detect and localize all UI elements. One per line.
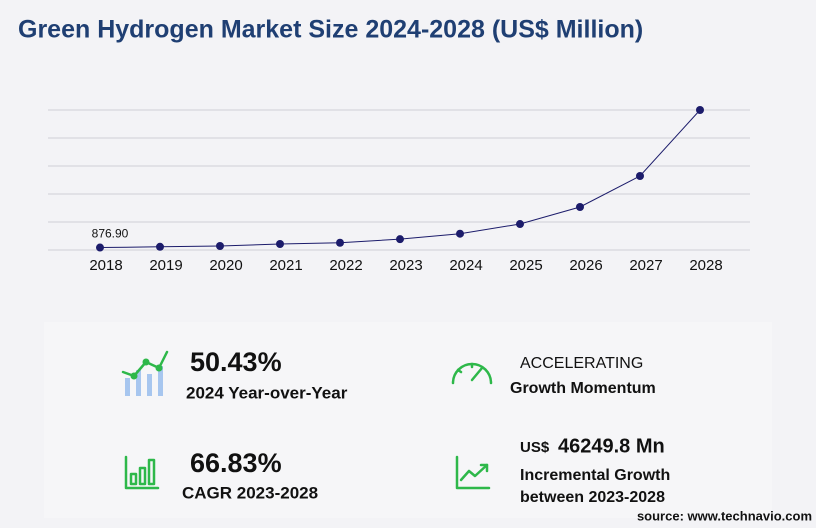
point bbox=[156, 242, 164, 251]
x-tick-label: 2018 bbox=[89, 257, 122, 274]
data-label: 876.90 bbox=[92, 227, 129, 241]
x-tick-label: 2021 bbox=[269, 257, 302, 274]
source: source: www.technavio.com bbox=[637, 508, 812, 523]
bars-icon bbox=[124, 455, 160, 490]
x-tick-label: 2019 bbox=[149, 257, 182, 274]
point bbox=[396, 235, 404, 244]
x-tick-label: 2026 bbox=[569, 257, 602, 274]
point bbox=[456, 229, 464, 238]
point bbox=[516, 220, 524, 229]
kpi-value: 46249.8 Mn bbox=[558, 435, 665, 457]
kpi-label: CAGR 2023-2028 bbox=[182, 483, 318, 502]
gauge-icon bbox=[451, 362, 493, 385]
kpi-label: Incremental Growth bbox=[520, 467, 670, 484]
kpi-prefix: US$ bbox=[520, 439, 550, 456]
plot: 2018 2019 2020 2021 2022 2023 2024 2025 2026 2027… bbox=[48, 106, 750, 274]
growth-icon bbox=[121, 350, 169, 396]
x-tick-label: 2025 bbox=[509, 257, 542, 274]
kpi-value: ACCELERATING bbox=[520, 355, 643, 372]
kpi-value: 66.83% bbox=[190, 448, 282, 478]
point bbox=[696, 106, 704, 114]
x-tick-label: 2023 bbox=[389, 257, 422, 274]
kpi-label: Growth Momentum bbox=[510, 380, 656, 397]
kpi-label: 2024 Year-over-Year bbox=[186, 383, 348, 402]
point bbox=[276, 239, 284, 248]
x-tick-label: 2022 bbox=[329, 257, 362, 274]
x-tick-label: 2028 bbox=[689, 257, 722, 274]
point bbox=[576, 202, 584, 211]
point bbox=[216, 242, 224, 251]
x-tick-label: 2024 bbox=[449, 257, 482, 274]
kpi-label: between 2023-2028 bbox=[520, 489, 665, 506]
chart-title: Green Hydrogen Market Size 2024-2028 (US… bbox=[18, 16, 643, 44]
kpi-value: 50.43% bbox=[190, 347, 282, 377]
x-tick-label: 2027 bbox=[629, 257, 662, 274]
trend-icon bbox=[455, 455, 491, 490]
point bbox=[96, 243, 104, 252]
point bbox=[336, 238, 344, 247]
x-tick-label: 2020 bbox=[209, 257, 242, 274]
point bbox=[636, 171, 644, 180]
